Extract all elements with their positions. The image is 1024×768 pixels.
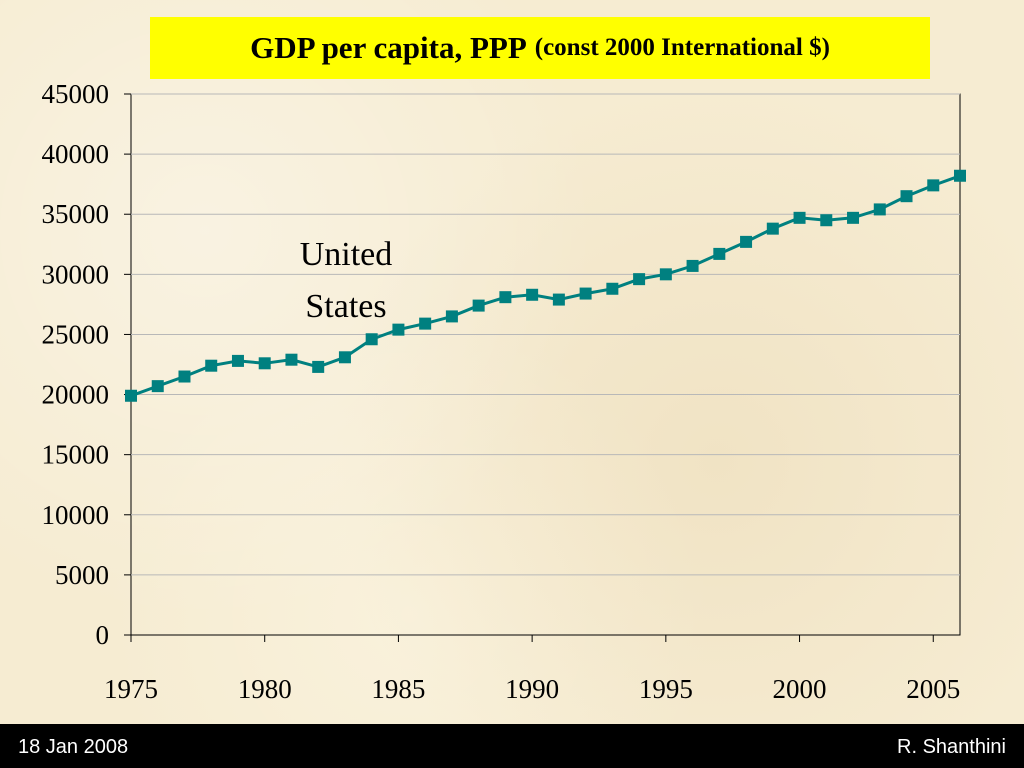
x-tick-label: 2000: [773, 674, 827, 704]
data-point: [713, 247, 726, 260]
data-point: [927, 179, 940, 192]
data-point: [820, 214, 833, 227]
data-point: [579, 287, 592, 300]
data-point: [125, 389, 137, 402]
y-tick-label: 10000: [42, 500, 110, 530]
data-point: [552, 293, 565, 306]
x-tick-label: 1995: [639, 674, 693, 704]
x-tick-label: 2005: [906, 674, 960, 704]
y-tick-label: 20000: [42, 380, 110, 410]
data-point: [766, 222, 779, 235]
y-tick-label: 15000: [42, 440, 110, 470]
data-point: [793, 211, 806, 224]
data-point: [151, 380, 164, 393]
series-line: [130, 174, 961, 398]
data-point: [419, 317, 432, 330]
data-point: [633, 273, 646, 286]
data-point: [686, 259, 699, 272]
chart-title: GDP per capita, PPP: [250, 30, 527, 65]
data-point: [499, 291, 512, 304]
y-tick-label: 30000: [42, 259, 110, 289]
series-annotation-line2: States: [305, 288, 386, 325]
footer-bar: 18 Jan 2008 R. Shanthini: [0, 724, 1024, 768]
y-tick-label: 0: [96, 620, 110, 650]
y-tick-label: 5000: [55, 560, 109, 590]
chart-title-box: GDP per capita, PPP (const 2000 Internat…: [150, 17, 930, 79]
y-tick-label: 25000: [42, 319, 110, 349]
data-point: [526, 288, 539, 301]
data-point: [873, 203, 886, 216]
data-point: [231, 354, 244, 367]
series-annotation-line1: United: [300, 236, 393, 273]
data-point: [659, 268, 672, 281]
data-point: [258, 357, 271, 370]
plot-area: [130, 93, 961, 636]
data-point: [606, 282, 619, 295]
data-point: [740, 235, 753, 248]
footer-author: R. Shanthini: [897, 736, 1006, 758]
data-point: [445, 310, 458, 323]
x-tick-label: 1985: [371, 674, 425, 704]
data-point: [472, 299, 485, 312]
data-point: [285, 353, 298, 366]
data-point: [847, 211, 860, 224]
data-point: [954, 169, 966, 182]
data-point: [178, 370, 191, 383]
data-point: [900, 190, 913, 203]
x-tick-label: 1990: [505, 674, 559, 704]
line-chart: 0 5000 10000 15000 20000 25000 30000 35000 40000…: [42, 79, 966, 704]
x-tick-label: 1975: [104, 674, 158, 704]
x-tick-label: 1980: [238, 674, 292, 704]
y-tick-label: 45000: [42, 79, 110, 109]
data-point: [205, 359, 218, 372]
data-point: [392, 323, 405, 336]
y-tick-label: 35000: [42, 199, 110, 229]
data-point: [365, 333, 378, 346]
data-point: [312, 360, 325, 373]
y-tick-label: 40000: [42, 139, 110, 169]
footer-date: 18 Jan 2008: [18, 736, 129, 758]
chart-subtitle: (const 2000 International $): [534, 34, 830, 61]
data-point: [338, 351, 351, 364]
